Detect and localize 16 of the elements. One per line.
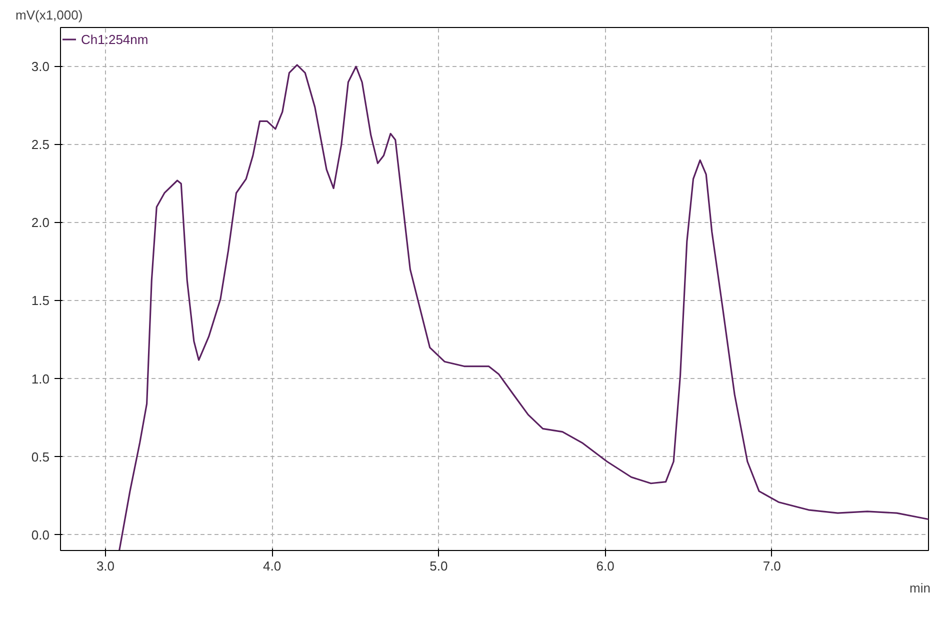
y-tick-label: 0.5: [31, 449, 50, 464]
y-tick-label: 1.0: [31, 371, 50, 386]
x-tick-label: 3.0: [96, 558, 115, 574]
text: Ch1:254nm: [81, 32, 148, 46]
x-tick-label: 6.0: [596, 558, 614, 574]
y-tick-label: 2.5: [31, 137, 50, 152]
x-tick-label: 5.0: [430, 558, 448, 574]
y-axis-title: mV(x1,000): [16, 8, 83, 22]
x-axis-title: min: [910, 580, 931, 596]
y-tick-label: 3.0: [31, 59, 50, 74]
x-tick-label: 7.0: [762, 558, 781, 574]
y-tick-label: 2.0: [31, 215, 50, 230]
x-tick-label: 4.0: [263, 558, 282, 574]
y-tick-label: 1.5: [31, 293, 50, 308]
y-tick-label: 0.0: [31, 527, 50, 542]
line-series: [118, 64, 928, 550]
